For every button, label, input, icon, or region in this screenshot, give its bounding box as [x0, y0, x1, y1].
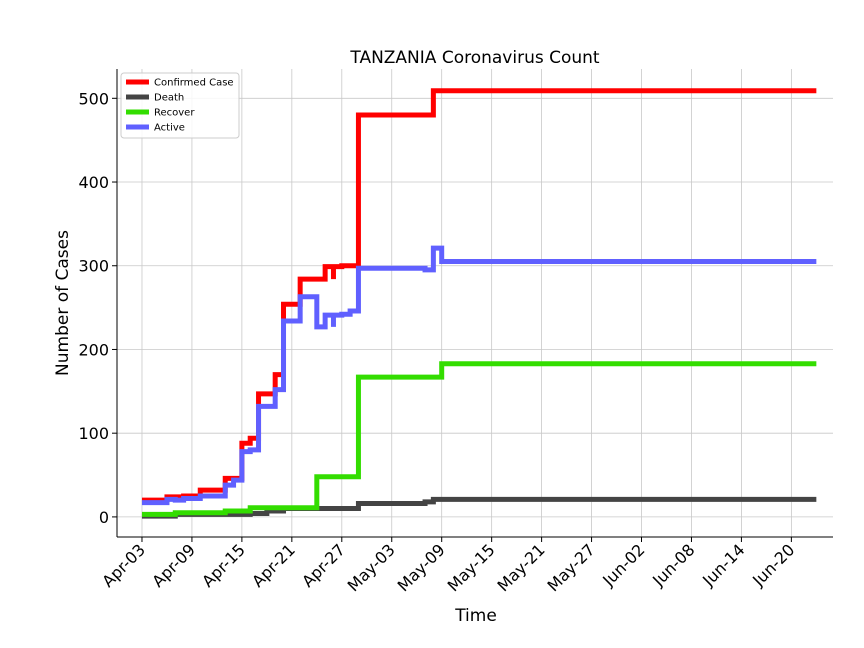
x-tick-label: Jun-02 — [598, 540, 648, 590]
x-tick-label: Apr-03 — [98, 540, 149, 591]
legend-label: Active — [154, 123, 185, 134]
y-tick-label: 0 — [99, 508, 109, 527]
legend: Confirmed Case Death Recover Active — [120, 72, 240, 139]
x-tick-label: Apr-09 — [148, 540, 199, 591]
x-tick-label: Jun-20 — [748, 540, 798, 590]
x-tick-label: May-09 — [394, 540, 449, 595]
legend-items: Confirmed Case Death Recover Active — [126, 78, 234, 134]
x-tick-label: Apr-21 — [248, 540, 299, 591]
x-tick-label: May-03 — [344, 540, 399, 595]
y-tick-label: 200 — [78, 340, 109, 359]
chart-title: TANZANIA Coronavirus Count — [349, 48, 600, 68]
series-line-death — [141, 496, 817, 519]
x-tick-label: May-27 — [544, 540, 599, 595]
y-tick-label: 400 — [78, 173, 109, 192]
legend-label: Recover — [154, 108, 195, 119]
x-tick-label: Apr-27 — [298, 540, 349, 591]
y-tick-label: 300 — [78, 257, 109, 276]
y-tick-label: 500 — [78, 89, 109, 108]
x-tick-label: Apr-15 — [198, 540, 249, 591]
grid-layer — [117, 69, 833, 537]
legend-frame — [120, 72, 240, 139]
legend-label: Death — [154, 93, 184, 104]
x-tick-label: May-15 — [444, 540, 499, 595]
series-line-recover — [141, 361, 817, 517]
x-tick-label: May-21 — [494, 540, 549, 595]
x-tick-label: Jun-08 — [648, 540, 698, 590]
legend-label: Confirmed Case — [154, 78, 234, 89]
series-layer — [141, 88, 817, 519]
x-axis-label: Time — [454, 606, 497, 626]
tick-layer: Apr-03 Apr-09 Apr-15 Apr-21 Apr-27May-03May-… — [78, 89, 798, 595]
y-tick-label: 100 — [78, 424, 109, 443]
y-axis-label: Number of Cases — [53, 230, 73, 376]
series-line-confirmed-case — [141, 88, 817, 503]
series-line-active — [141, 245, 817, 506]
x-tick-label: Jun-14 — [698, 540, 748, 590]
